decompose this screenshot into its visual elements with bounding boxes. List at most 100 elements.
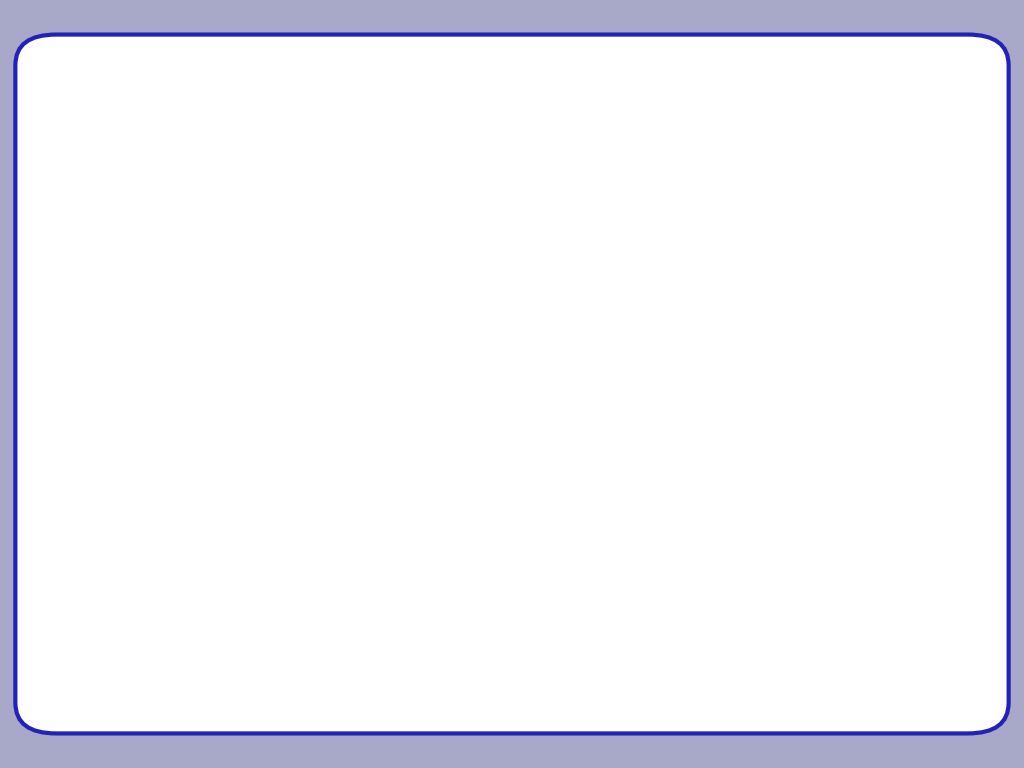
Ellipse shape: [662, 532, 761, 661]
Text: 3.5.1
Характери-
стика: 3.5.1 Характери- стика: [536, 582, 590, 611]
Ellipse shape: [213, 256, 338, 418]
Text: 3.2.3
Система
менеджмента
качества: 3.2.3 Система менеджмента качества: [390, 577, 458, 617]
FancyArrowPatch shape: [560, 516, 565, 557]
Ellipse shape: [819, 532, 919, 661]
Ellipse shape: [692, 269, 798, 406]
Text: ПРОГРАММНОГО ОБЕСПЕЧЕНИЯ: ПРОГРАММНОГО ОБЕСПЕЧЕНИЯ: [164, 67, 411, 79]
Ellipse shape: [67, 277, 159, 396]
Text: выявляется: выявляется: [902, 374, 923, 422]
Text: является результатом: является результатом: [603, 505, 663, 584]
Text: 3.6.3
Дефект: 3.6.3 Дефект: [894, 327, 931, 346]
Text: предоставляет: предоставляет: [252, 372, 266, 434]
FancyArrowPatch shape: [622, 467, 647, 472]
FancyArrowPatch shape: [482, 467, 503, 472]
Text: управляется: управляется: [324, 457, 375, 465]
FancyArrowPatch shape: [421, 514, 427, 548]
Text: является: является: [820, 378, 851, 412]
Ellipse shape: [864, 275, 961, 399]
FancyArrowPatch shape: [321, 372, 520, 439]
Text: 3.1.1
Качество: 3.1.1 Качество: [541, 460, 585, 479]
FancyArrowPatch shape: [773, 467, 805, 472]
FancyArrowPatch shape: [117, 521, 421, 654]
Text: 14: 14: [966, 704, 981, 717]
FancyArrowPatch shape: [588, 511, 680, 562]
Ellipse shape: [810, 392, 929, 547]
Text: 3.3.5
Потребитель: 3.3.5 Потребитель: [82, 460, 144, 479]
Ellipse shape: [67, 277, 159, 396]
Text: является
частью: является частью: [546, 515, 566, 551]
Ellipse shape: [213, 256, 338, 418]
Ellipse shape: [63, 405, 163, 535]
FancyArrowPatch shape: [866, 518, 871, 557]
FancyArrowPatch shape: [334, 467, 364, 472]
Ellipse shape: [864, 275, 961, 399]
Text: является
эталоном: является эталоном: [770, 455, 809, 474]
Text: 3.5.1
Характери-
стика: 3.5.1 Характери- стика: [536, 582, 590, 611]
Text: ©  МГТУ “СТАНКИН” / Факультет ИНТЕХ / Кафедра ИС / Позднеев Б.М. / 2009 г.: © МГТУ “СТАНКИН” / Факультет ИНТЕХ / Каф…: [222, 704, 802, 717]
FancyArrowPatch shape: [272, 386, 279, 423]
Text: 3.1.2
Требование: 3.1.2 Требование: [683, 460, 739, 479]
Text: 3.3.6
Поставщик: 3.3.6 Поставщик: [86, 327, 139, 346]
Ellipse shape: [692, 269, 798, 406]
Text: 3.4.1
Процесс: 3.4.1 Процесс: [725, 327, 765, 346]
Ellipse shape: [63, 405, 163, 535]
Text: нацелена на: нацелена на: [467, 524, 511, 565]
Text: 3.2.3
Система
менеджмента
качества: 3.2.3 Система менеджмента качества: [390, 577, 458, 617]
Ellipse shape: [369, 398, 479, 541]
Ellipse shape: [369, 398, 479, 541]
Text: 3.6.3
Дефект: 3.6.3 Дефект: [894, 327, 931, 346]
FancyArrowPatch shape: [140, 379, 244, 435]
Bar: [41, 127, 998, 680]
Text: С: С: [90, 705, 98, 716]
Text: 3.6.1
Соответствие: 3.6.1 Соответствие: [836, 587, 902, 607]
FancyArrowPatch shape: [341, 334, 687, 339]
Text: 3.8.2
Контроль: 3.8.2 Контроль: [846, 460, 892, 479]
Text: 3.8.2
Контроль: 3.8.2 Контроль: [846, 460, 892, 479]
Text: 3.6.1
Соответствие: 3.6.1 Соответствие: [836, 587, 902, 607]
Ellipse shape: [365, 520, 483, 674]
Text: управляется: управляется: [400, 508, 414, 559]
Ellipse shape: [220, 398, 331, 541]
Text: выявляется: выявляется: [853, 508, 871, 555]
Text: 3.3.1.
Организация: 3.3.1. Организация: [244, 460, 307, 479]
FancyArrowPatch shape: [164, 334, 211, 339]
Text: 3.1.2
Требование: 3.1.2 Требование: [683, 460, 739, 479]
FancyArrowPatch shape: [880, 375, 904, 422]
Text: учитывает: учитывает: [402, 372, 445, 396]
Text: предоставляет: предоставляет: [164, 319, 224, 327]
Text: 3.4.2
Продукция: 3.4.2 Продукция: [249, 327, 302, 346]
Ellipse shape: [819, 532, 919, 661]
Text: (ISO 9000:2000(R)): (ISO 9000:2000(R)): [429, 109, 595, 124]
Text: СТАНДАРТИЗАЦИЯ И СЕРТИФИКАЦИЯ: СТАНДАРТИЗАЦИЯ И СЕРТИФИКАЦИЯ: [164, 52, 457, 65]
Text: 3.4.1
Процесс: 3.4.1 Процесс: [725, 327, 765, 346]
Ellipse shape: [810, 392, 929, 547]
FancyArrowPatch shape: [452, 509, 535, 555]
Ellipse shape: [513, 532, 612, 661]
Ellipse shape: [652, 392, 770, 547]
Text: 3.2.8
Менеджмент
качества: 3.2.8 Менеджмент качества: [392, 455, 456, 485]
Text: 3.6.2
Несоответ-
ствие: 3.6.2 Несоответ- ствие: [684, 582, 738, 611]
Text: Семантическая связь основных терминов в области качества: Семантическая связь основных терминов в …: [242, 92, 782, 108]
Text: нацелен на: нацелен на: [470, 457, 516, 465]
Text: 3.3.5
Потребитель: 3.3.5 Потребитель: [82, 460, 144, 479]
Ellipse shape: [365, 520, 483, 674]
FancyArrowPatch shape: [709, 518, 714, 557]
Ellipse shape: [220, 398, 331, 541]
Text: 3.1.1
Качество: 3.1.1 Качество: [541, 460, 585, 479]
Text: 3.3.6
Поставщик: 3.3.6 Поставщик: [86, 327, 139, 346]
Text: 3.2.8
Менеджмент
качества: 3.2.8 Менеджмент качества: [392, 455, 456, 485]
Text: выполняет: выполняет: [614, 457, 658, 465]
Ellipse shape: [662, 532, 761, 661]
Text: 3.4.2
Продукция: 3.4.2 Продукция: [249, 327, 302, 346]
Text: является результатом: является результатом: [465, 319, 555, 327]
Text: выявляется: выявляется: [694, 508, 713, 555]
Text: получает: получает: [151, 375, 180, 409]
Ellipse shape: [507, 398, 618, 541]
Ellipse shape: [652, 392, 770, 547]
Ellipse shape: [513, 532, 612, 661]
Text: 3.3.1.
Организация: 3.3.1. Организация: [244, 460, 307, 479]
Text: 3.6.2
Несоответ-
ствие: 3.6.2 Несоответ- ствие: [684, 582, 738, 611]
FancyArrowPatch shape: [767, 375, 843, 425]
Text: определяет: определяет: [252, 659, 299, 667]
Ellipse shape: [507, 398, 618, 541]
